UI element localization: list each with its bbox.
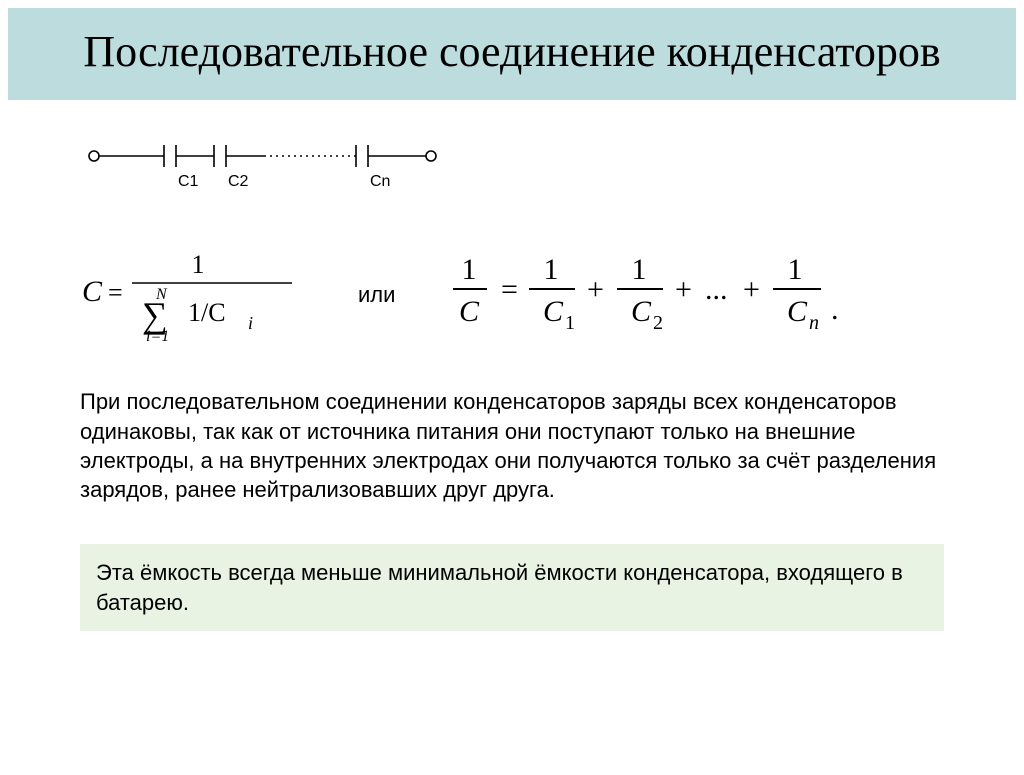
- cap-label-c1: C1: [178, 173, 199, 190]
- tn-den: C: [787, 295, 808, 328]
- cap-label-c2: C2: [228, 173, 249, 190]
- formula-expanded: 1 C = 1 C 1 + 1 C 2 + ... + 1 C n .: [447, 251, 927, 339]
- num-1: 1: [192, 250, 205, 279]
- note-text: Эта ёмкость всегда меньше минимальной ём…: [96, 560, 903, 614]
- svg-text:+: +: [587, 273, 604, 306]
- cap-label-cn: Cn: [370, 173, 390, 190]
- page-title: Последовательное соединение конденсаторо…: [28, 28, 996, 76]
- lhs-den: C: [459, 295, 480, 328]
- explanation-paragraph: При последовательном соединении конденса…: [80, 387, 944, 504]
- svg-text:+: +: [675, 273, 692, 306]
- note-band: Эта ёмкость всегда меньше минимальной ём…: [80, 544, 944, 631]
- formula-row: C = 1 ∑ N i=1 1/C i или 1 C = 1 C 1 +: [76, 249, 1024, 341]
- tn-sub: n: [809, 312, 819, 334]
- title-band: Последовательное соединение конденсаторо…: [8, 8, 1016, 100]
- tn-num: 1: [788, 253, 803, 286]
- t2-sub: 2: [653, 312, 663, 334]
- sigma-upper: N: [155, 286, 168, 303]
- connector-or: или: [358, 282, 395, 308]
- denom-factor: 1/C: [188, 298, 226, 327]
- series-capacitor-diagram: C1 C2 Cn: [86, 136, 456, 196]
- svg-text:+: +: [743, 273, 760, 306]
- lhs-num: 1: [462, 253, 477, 286]
- lhs-c: C: [82, 275, 103, 308]
- t1-den: C: [543, 295, 564, 328]
- denom-sub: i: [248, 313, 253, 333]
- sigma-lower: i=1: [146, 328, 169, 341]
- svg-text:=: =: [501, 273, 518, 306]
- t2-num: 1: [632, 253, 647, 286]
- formula-sigma: C = 1 ∑ N i=1 1/C i: [76, 249, 306, 341]
- t2-den: C: [631, 295, 652, 328]
- svg-text:=: =: [108, 278, 123, 307]
- t1-sub: 1: [565, 312, 575, 334]
- ellipsis: ...: [705, 273, 728, 306]
- trailing-dot: .: [831, 293, 839, 326]
- t1-num: 1: [544, 253, 559, 286]
